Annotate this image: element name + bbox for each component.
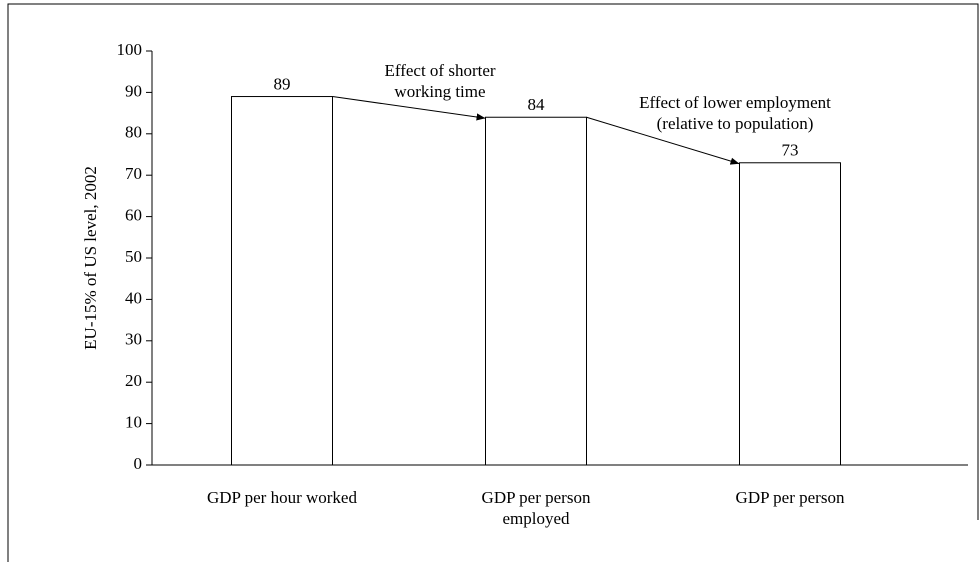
annotation: Effect of shorter working time	[384, 61, 496, 101]
y-tick-label: 60	[125, 206, 142, 225]
x-tick-label: GDP per hour worked	[207, 488, 357, 507]
x-tick-label: GDP per person employed	[481, 488, 591, 528]
x-tick-label: GDP per person	[735, 488, 845, 507]
arrow	[332, 96, 486, 121]
frame	[7, 3, 979, 562]
y-tick-label: 10	[125, 413, 142, 432]
y-tick-label: 40	[125, 288, 142, 307]
bar	[739, 162, 841, 466]
value-label: 84	[528, 95, 546, 114]
y-tick-label: 30	[125, 330, 142, 349]
value-label: 73	[782, 141, 799, 160]
y-tick-label: 20	[125, 371, 142, 390]
y-tick-label: 80	[125, 123, 142, 142]
y-tick-label: 50	[125, 247, 142, 266]
y-tick-label: 100	[117, 40, 143, 59]
y-tick-label: 70	[125, 164, 142, 183]
y-axis-label: EU-15% of US level, 2002	[81, 166, 100, 350]
y-tick-label: 90	[125, 81, 142, 100]
value-label: 89	[274, 74, 291, 93]
annotation: Effect of lower employment (relative to …	[639, 93, 831, 133]
bar	[485, 116, 587, 466]
y-tick-label: 0	[134, 454, 143, 473]
arrow	[586, 116, 740, 165]
bar	[231, 96, 333, 466]
